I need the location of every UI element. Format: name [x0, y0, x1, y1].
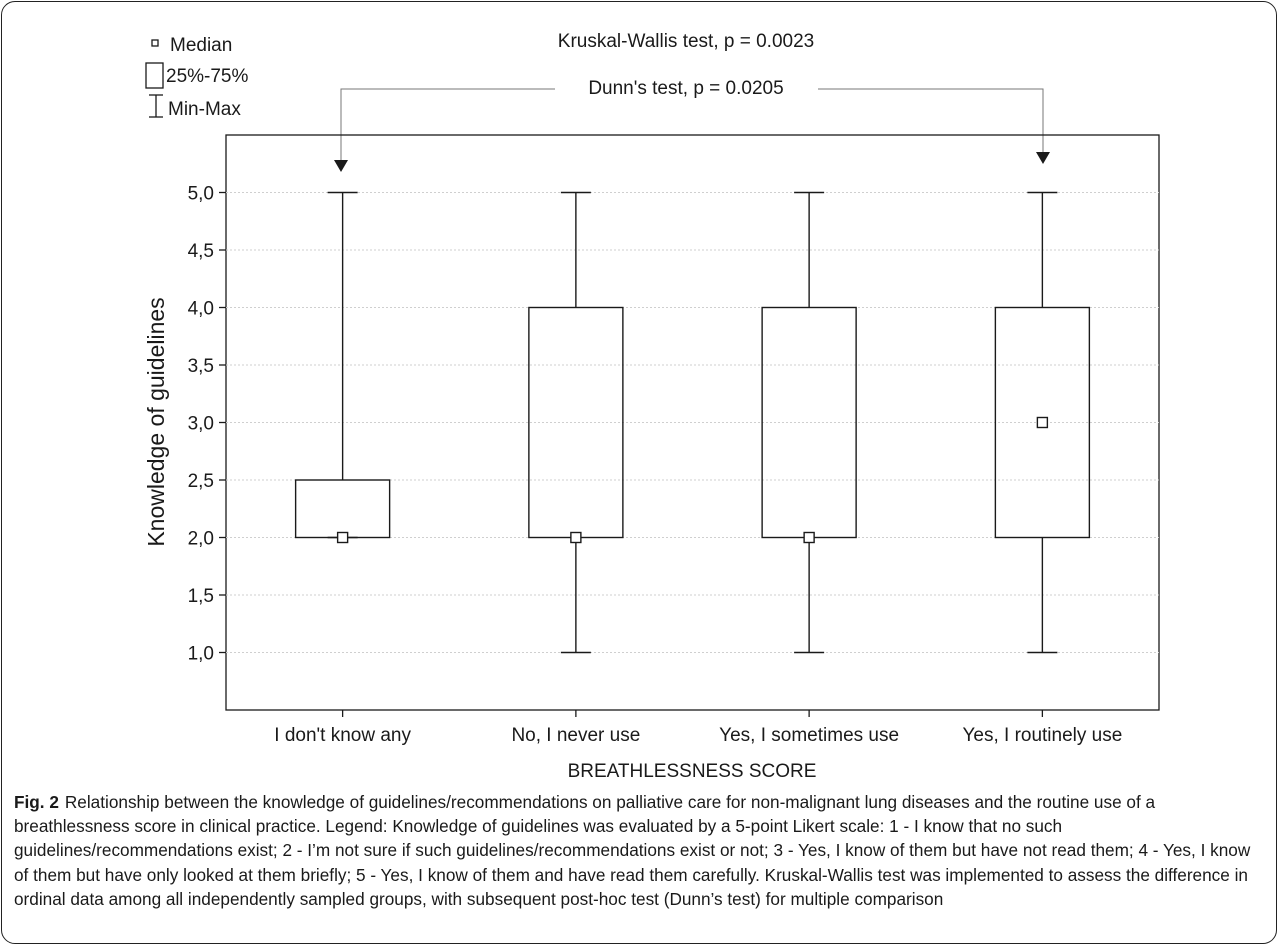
median-marker	[1036, 416, 1049, 429]
legend-median-marker	[151, 39, 159, 47]
y-tick-label: 2,0	[188, 529, 214, 550]
x-tick-label: I don't know any	[274, 725, 411, 746]
dunn-label: Dunn's test, p = 0.0205	[588, 78, 783, 99]
median-marker	[336, 531, 349, 544]
y-axis-label: Knowledge of guidelines	[143, 297, 169, 546]
caption-text: Relationship between the knowledge of gu…	[14, 792, 1251, 909]
y-tick-label: 3,0	[188, 414, 214, 435]
box-series	[294, 191, 1091, 654]
dunn-bracket-right	[818, 88, 1044, 152]
dunn-arrow-left	[334, 160, 348, 172]
y-tick-label: 4,0	[188, 299, 214, 320]
grid-lines	[226, 192, 1159, 653]
legend-minmax-label: Min-Max	[168, 99, 241, 120]
dunn-annotation: Dunn's test, p = 0.0205	[334, 78, 1050, 172]
iqr-box	[294, 479, 391, 539]
legend: Median 25%-75% Min-Max	[145, 35, 248, 120]
legend-median-label: Median	[170, 35, 232, 56]
figure-caption: Fig. 2 Relationship between the knowledge…	[14, 790, 1264, 911]
box-3	[761, 191, 857, 654]
box-2	[528, 191, 624, 654]
x-axis: I don't know any No, I never use Yes, I so…	[274, 710, 1122, 746]
box-1	[294, 191, 391, 544]
legend-iqr-box	[145, 62, 164, 89]
y-tick-label: 3,5	[188, 356, 214, 377]
figure-label: Fig. 2	[14, 792, 59, 812]
y-tick-label: 5,0	[188, 184, 214, 205]
dunn-bracket-left	[340, 88, 555, 160]
median-marker	[570, 531, 582, 544]
y-tick-label: 4,5	[188, 241, 214, 262]
x-tick-label: No, I never use	[511, 725, 640, 746]
legend-iqr-label: 25%-75%	[166, 66, 248, 87]
y-tick-label: 1,5	[188, 586, 214, 607]
box-plot-chart: Median 25%-75% Min-Max Kruskal-Wallis te…	[143, 31, 1160, 782]
median-marker	[803, 531, 815, 544]
x-tick-label: Yes, I routinely use	[962, 725, 1122, 746]
y-tick-label: 1,0	[188, 644, 214, 665]
y-tick-label: 2,5	[188, 471, 214, 492]
iqr-box	[994, 306, 1091, 539]
legend-whisker-icon	[149, 94, 163, 118]
dunn-arrow-right	[1036, 152, 1050, 164]
x-tick-label: Yes, I sometimes use	[719, 725, 899, 746]
chart-title: Kruskal-Wallis test, p = 0.0023	[558, 31, 814, 52]
box-4	[994, 191, 1091, 654]
y-axis: 1,0 1,5 2,0 2,5 3,0 3,5 4,0 4,5 5,0	[188, 184, 226, 665]
x-axis-label: BREATHLESSNESS SCORE	[568, 761, 817, 782]
